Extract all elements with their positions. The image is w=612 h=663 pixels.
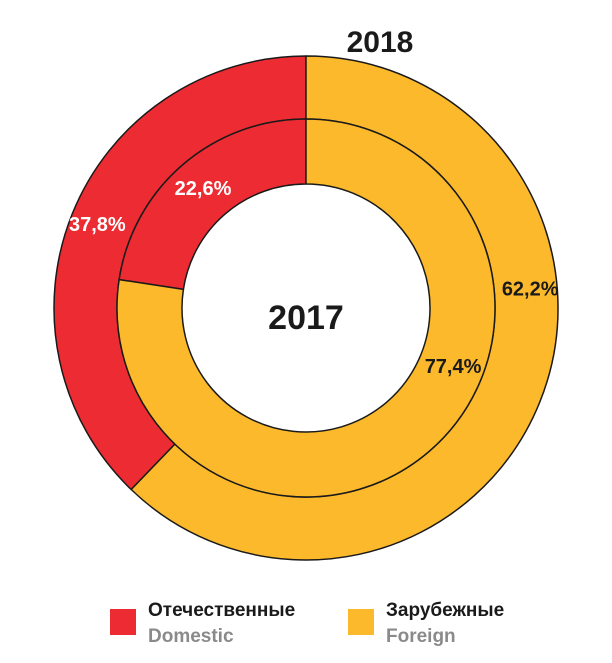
slice-inner-foreign xyxy=(116,118,496,498)
outer-ring-year-label: 2018 xyxy=(347,26,414,59)
legend-text-foreign: Зарубежные Foreign xyxy=(386,598,504,650)
chart-slices xyxy=(53,55,559,561)
inner-ring-year-label: 2017 xyxy=(268,299,344,337)
chart-legend: Отечественные Domestic Зарубежные Foreig… xyxy=(0,598,612,658)
legend-swatch-domestic xyxy=(110,609,136,635)
legend-label-domestic: Отечественные xyxy=(148,600,296,621)
data-label-inner-foreign: 77,4% xyxy=(425,356,482,378)
chart-data-labels: 37,8% 62,2% 22,6% 77,4% xyxy=(69,178,559,378)
data-label-outer-foreign: 62,2% xyxy=(502,279,559,301)
legend-label-foreign: Зарубежные xyxy=(386,600,505,621)
legend-swatch-foreign xyxy=(348,609,374,635)
nested-donut-chart: 37,8% 62,2% 22,6% 77,4% 2018 2017 xyxy=(53,26,559,561)
data-label-inner-domestic: 22,6% xyxy=(175,178,232,200)
data-label-outer-domestic: 37,8% xyxy=(69,214,126,236)
legend-label-domestic-en: Domestic xyxy=(148,626,234,647)
slice-inner-domestic xyxy=(118,118,307,291)
legend-text-domestic: Отечественные Domestic xyxy=(148,598,295,650)
legend-label-foreign-en: Foreign xyxy=(386,626,456,647)
